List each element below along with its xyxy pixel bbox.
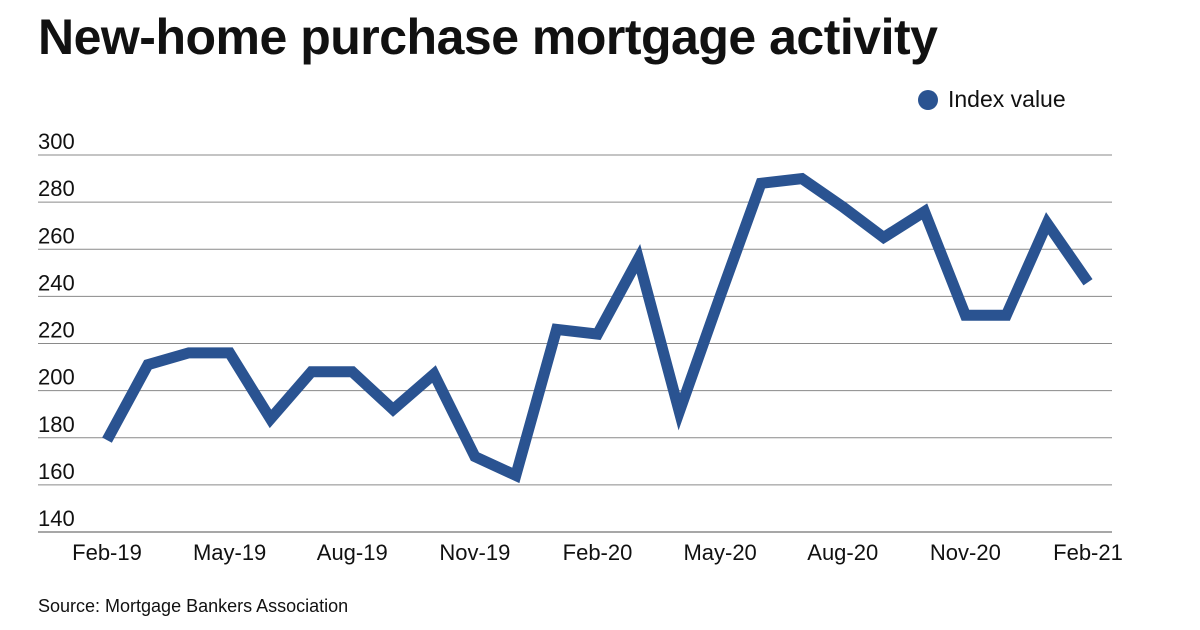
legend-label: Index value — [948, 86, 1066, 112]
x-tick-label: Feb-19 — [72, 540, 142, 565]
x-tick-label: May-20 — [683, 540, 756, 565]
chart-title: New-home purchase mortgage activity — [38, 9, 938, 65]
y-tick-label: 280 — [38, 176, 75, 201]
legend-marker — [918, 89, 938, 110]
x-axis-ticks: Feb-19 May-19 Aug-19 Nov-19 Feb-20 May-20 Aug-… — [72, 540, 1123, 565]
x-tick-label: Nov-19 — [439, 540, 510, 565]
x-tick-label: Nov-20 — [930, 540, 1001, 565]
x-tick-label: May-19 — [193, 540, 266, 565]
y-tick-label: 300 — [38, 129, 75, 154]
legend: Index value — [918, 86, 1066, 113]
gridlines — [38, 154, 1112, 533]
y-tick-label: 220 — [38, 318, 75, 343]
x-tick-label: Feb-20 — [563, 540, 633, 565]
y-tick-label: 240 — [38, 270, 75, 295]
source-note: Source: Mortgage Bankers Association — [38, 596, 349, 616]
x-tick-label: Aug-20 — [807, 540, 878, 565]
y-tick-label: 180 — [38, 412, 75, 437]
y-tick-label: 160 — [38, 459, 75, 484]
x-tick-label: Feb-21 — [1053, 540, 1123, 565]
x-tick-label: Aug-19 — [317, 540, 388, 565]
series-line-index-value — [102, 172, 1093, 484]
series-layer — [102, 172, 1093, 484]
y-axis-ticks: 140 160 180 200 220 240 260 280 300 — [38, 129, 75, 531]
y-tick-label: 260 — [38, 223, 75, 248]
y-tick-label: 140 — [38, 506, 75, 531]
y-tick-label: 200 — [38, 365, 75, 390]
